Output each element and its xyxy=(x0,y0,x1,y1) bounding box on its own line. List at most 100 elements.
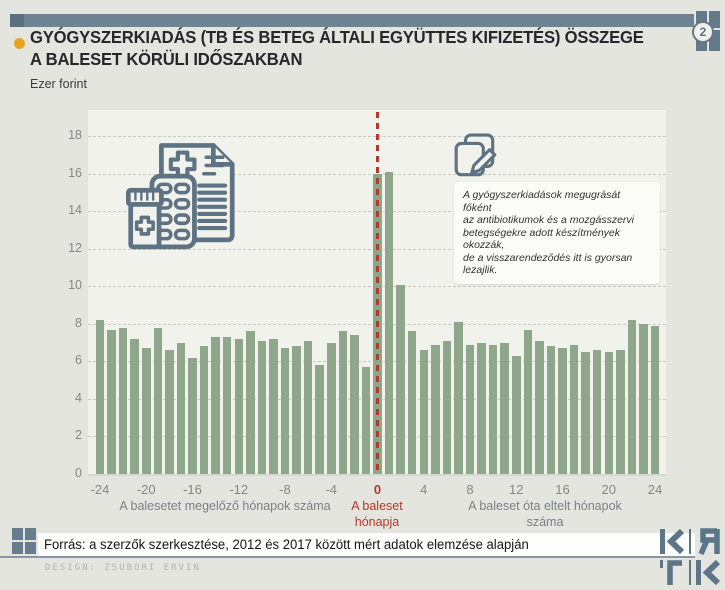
plot-area: -24 -20 -16 -12 -8 -4 0 4 8 12 16 20 24 xyxy=(88,110,666,497)
bar-month-14 xyxy=(535,340,544,474)
y-tick-label: 18 xyxy=(68,128,82,143)
bar-month--14 xyxy=(211,337,220,474)
bar-month-2 xyxy=(396,284,405,474)
krtk-logo xyxy=(660,528,722,586)
y-tick-label: 10 xyxy=(68,278,82,293)
bar-month-21 xyxy=(616,350,625,474)
footer-divider xyxy=(0,556,695,558)
x-tick-label--20: -20 xyxy=(136,482,156,497)
page-number: 2 xyxy=(692,21,714,43)
y-tick-label: 12 xyxy=(68,240,82,255)
logo-letter-k xyxy=(660,528,685,555)
bar-month--16 xyxy=(188,357,197,474)
bar-month--20 xyxy=(142,348,151,474)
bar-month-9 xyxy=(477,342,486,474)
bar-month--5 xyxy=(315,365,324,474)
medicine-prescription-icon xyxy=(126,143,235,250)
x-tick-label-20: 20 xyxy=(601,482,616,497)
caption-after-accident: A baleset óta eltelt hónapok száma xyxy=(468,499,622,529)
y-tick-label: 14 xyxy=(68,203,82,218)
badge-square xyxy=(696,11,707,28)
x-tick-label--4: -4 xyxy=(325,482,338,497)
bar-month--19 xyxy=(153,327,163,474)
bar-month-4 xyxy=(419,350,428,474)
x-tick-label-4: 4 xyxy=(420,482,428,497)
y-tick-label: 6 xyxy=(75,353,82,368)
bar-month--2 xyxy=(350,335,359,474)
bar-month--1 xyxy=(361,367,371,474)
title-bullet-icon xyxy=(14,38,25,49)
bar-month-16 xyxy=(558,348,567,474)
logo-letter-r xyxy=(698,528,720,555)
bar-month--7 xyxy=(292,346,301,474)
bar-month--22 xyxy=(118,327,128,474)
bar-month-10 xyxy=(488,344,498,474)
bar-month-24 xyxy=(650,325,660,474)
y-tick-label: 2 xyxy=(75,428,82,443)
accident-month-line xyxy=(376,112,379,474)
page-number-badge: 2 xyxy=(692,11,720,51)
bar-month-5 xyxy=(431,344,440,474)
x-tick-label--24: -24 xyxy=(90,482,110,497)
badge-square xyxy=(709,11,720,28)
bar-month-20 xyxy=(604,352,613,474)
bar-month--10 xyxy=(257,340,267,474)
x-tick-label-0: 0 xyxy=(373,482,382,497)
annotation-box: A gyógyszerkiadások megugrását főként az… xyxy=(454,182,660,284)
x-tick-label--16: -16 xyxy=(183,482,202,497)
logo-letter-t xyxy=(660,560,682,585)
y-tick-label: 0 xyxy=(75,466,82,480)
bar-month-17 xyxy=(569,344,579,474)
bar-month--17 xyxy=(176,342,186,474)
bar-month-6 xyxy=(442,340,452,474)
page-title: GYÓGYSZERKIADÁS (TB ÉS BETEG ÁLTALI EGYÜ… xyxy=(30,27,644,69)
bar-month-7 xyxy=(454,322,463,474)
bar-month--13 xyxy=(222,337,232,474)
bar-month-22 xyxy=(627,320,637,474)
bar-month--18 xyxy=(165,350,174,474)
bar-month-3 xyxy=(407,331,417,474)
x-tick-label-16: 16 xyxy=(555,482,570,497)
y-tick-label: 4 xyxy=(75,390,82,405)
bar-month-18 xyxy=(581,352,590,474)
bar-month--23 xyxy=(107,329,116,474)
bar-month--21 xyxy=(130,338,139,474)
bar-month--8 xyxy=(280,348,290,474)
bar-month-8 xyxy=(465,344,475,474)
bar-month-11 xyxy=(500,342,509,474)
logo-pipe xyxy=(689,560,691,585)
note-edit-icon xyxy=(454,133,497,177)
unit-label: Ezer forint xyxy=(30,77,87,91)
bar-month-13 xyxy=(523,329,533,474)
bar-month--6 xyxy=(303,340,313,474)
badge-square xyxy=(709,30,720,51)
top-bar xyxy=(10,14,694,27)
bar-month--4 xyxy=(327,342,336,474)
logo-letter-k xyxy=(696,559,721,586)
footer-strip xyxy=(38,533,695,556)
x-tick-label-8: 8 xyxy=(466,482,474,497)
x-tick-label-24: 24 xyxy=(647,482,663,497)
y-axis: 0 2 4 6 8 10 12 14 16 18 xyxy=(40,110,82,480)
bar-month--12 xyxy=(234,338,243,474)
x-tick-label-12: 12 xyxy=(509,482,524,497)
source-text: Forrás: a szerzők szerkesztése, 2012 és … xyxy=(44,537,529,552)
top-bar-cap xyxy=(10,14,24,27)
bar-month-12 xyxy=(512,355,521,474)
bar-month--9 xyxy=(269,338,278,474)
bar-month-19 xyxy=(592,350,602,474)
bar-month-15 xyxy=(546,346,556,474)
caption-before-accident: A balesetet megelőző hónapok száma xyxy=(119,499,331,513)
bar-month-1 xyxy=(384,171,394,474)
x-tick-label--12: -12 xyxy=(229,482,249,497)
y-tick-label: 16 xyxy=(68,165,82,180)
bar-month--3 xyxy=(338,331,348,474)
y-tick-label: 8 xyxy=(75,315,82,330)
bar-month-23 xyxy=(639,323,648,474)
x-tick-label--8: -8 xyxy=(279,482,291,497)
caption-accident-month: A baleset hónapja xyxy=(351,499,403,529)
bar-month--15 xyxy=(199,346,209,474)
design-credit: DESIGN: ZSUBORI ERVIN xyxy=(45,563,201,573)
logo-pipe xyxy=(689,529,691,554)
